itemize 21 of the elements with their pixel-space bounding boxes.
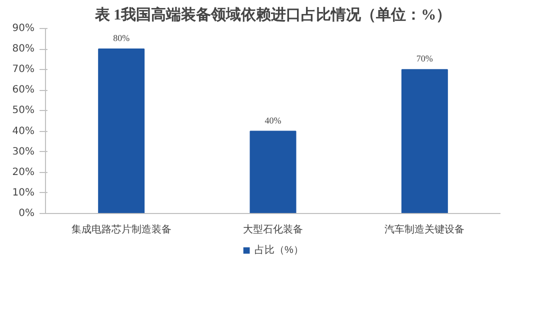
x-tick-label: 大型石化装备 (243, 224, 303, 236)
bar (401, 69, 448, 214)
y-tick-label: 10% (12, 187, 35, 198)
y-tick-label: 60% (12, 84, 35, 96)
data-label: 80% (113, 33, 130, 44)
data-label: 40% (264, 115, 282, 126)
y-tick-label: 30% (12, 146, 35, 158)
x-tick-label: 汽车制造关键设备 (384, 224, 465, 236)
y-tick-label: 0% (18, 208, 35, 219)
y-tick-label: 40% (12, 126, 35, 137)
legend-label: 占比（%） (254, 244, 304, 257)
bar (98, 48, 145, 214)
chart-title: 表 1我国高端装备领域依赖进口占比情况（单位：%） (94, 6, 452, 24)
y-tick-label: 90% (12, 23, 35, 34)
y-tick-label: 20% (12, 166, 35, 178)
y-tick-label: 80% (12, 44, 35, 55)
x-tick-label: 集成电路芯片制造装备 (71, 224, 172, 236)
data-label: 70% (416, 54, 434, 64)
y-tick-label: 50% (12, 105, 35, 116)
bar (250, 130, 296, 214)
y-tick-label: 70% (12, 64, 35, 76)
